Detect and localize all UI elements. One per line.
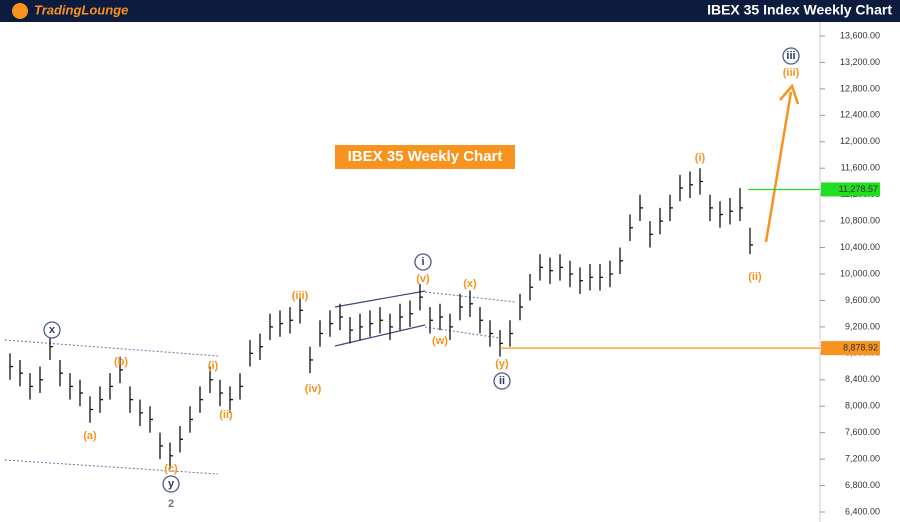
y-tick-label: 9,200.00 [845,321,880,331]
y-tick-label: 11,600.00 [841,163,880,173]
y-tick-label: 12,800.00 [840,83,880,93]
wave-label: (v) [416,273,430,285]
level-label: 11,278.57 [839,184,878,194]
wave-label: (iii) [783,67,800,79]
y-tick-label: 13,600.00 [840,30,880,40]
wave-circle [414,253,432,271]
y-tick-label: 6,800.00 [845,480,880,490]
y-tick-label: 10,400.00 [840,242,880,252]
wave-label: (iii) [292,290,309,302]
wave-label: (i) [695,152,706,164]
y-tick-label: 10,000.00 [840,268,880,278]
wave-label: (c) [164,463,178,475]
y-tick-label: 8,400.00 [845,374,880,384]
y-tick-label: 12,000.00 [840,136,880,146]
y-tick-label: 12,400.00 [840,110,880,120]
wave-label: (ii) [748,271,762,283]
projection-arrow [764,83,800,243]
wave-label: (a) [83,430,97,442]
wave-label: i [421,256,424,268]
wave-label: (ii) [219,409,233,421]
wave-label: (y) [495,358,509,370]
y-tick-label: 6,400.00 [845,506,880,516]
logo: TradingLounge [34,2,128,17]
wave-label: (w) [432,335,448,347]
wave-circle [162,475,180,493]
y-tick-label: 9,600.00 [845,295,880,305]
wave-circle [782,47,800,65]
chart-title: IBEX 35 Weekly Chart [348,148,503,165]
logo-icon [12,3,28,19]
wave-circle [493,372,511,390]
wave-label: (x) [463,278,477,290]
wave-label: (iv) [305,383,322,395]
y-tick-label: 7,200.00 [845,453,880,463]
wave-label: (b) [114,356,128,368]
header-bar [0,0,900,22]
wave-label: ii [499,375,505,387]
wave-label: x [49,324,56,336]
title-box [335,145,515,169]
y-tick-label: 8,000.00 [845,401,880,411]
y-tick-label: 13,200.00 [840,57,880,67]
channels [4,291,516,475]
y-tick-label: 7,600.00 [845,427,880,437]
header-title: IBEX 35 Index Weekly Chart [707,2,892,18]
wave-circle [43,321,61,339]
y-tick-label: 10,800.00 [840,215,880,225]
level-box [821,182,880,197]
level-box [821,341,880,356]
wave-label: y [168,478,175,490]
wave-label: (i) [208,360,219,372]
level-label: 8,878.92 [843,342,878,352]
wave-label: iii [786,50,795,62]
wave-label: 2 [168,498,174,510]
